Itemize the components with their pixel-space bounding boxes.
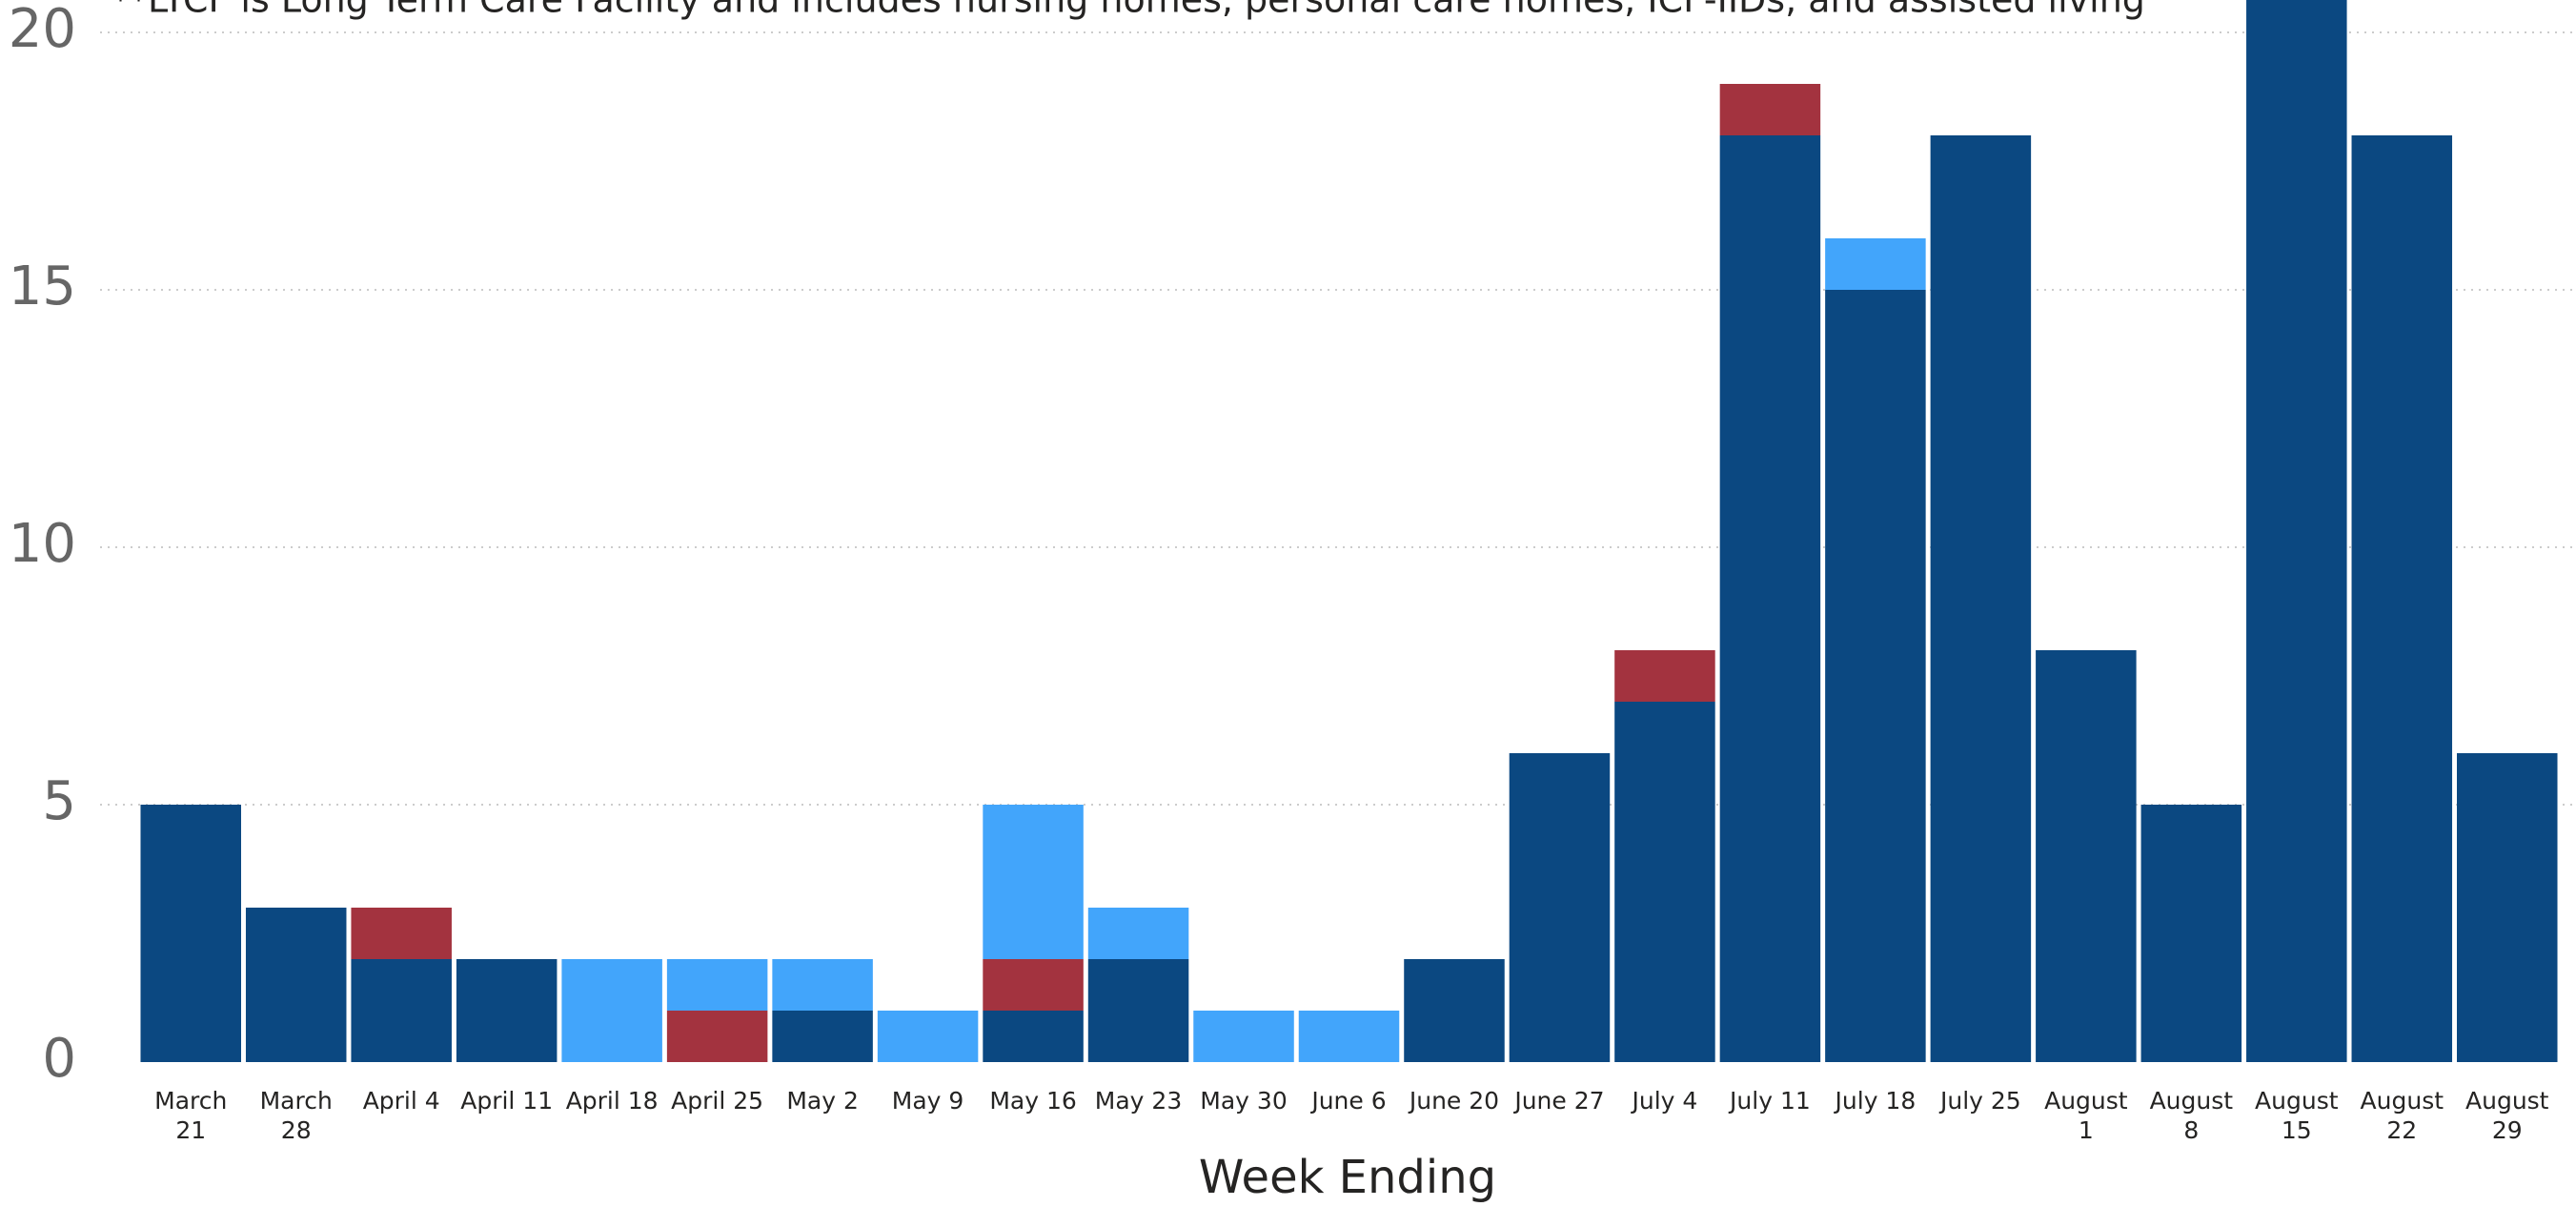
bar-segment [245,908,347,1062]
bar-segment [1087,959,1189,1062]
bar-segment [983,1011,1084,1062]
bar-segment [1825,290,1926,1062]
bar-segment [2140,805,2242,1062]
bar-segment [1404,959,1505,1062]
y-tick-label: 20 [9,0,76,60]
x-tick-label: July 11 [1730,1087,1811,1115]
bar-segment [2036,650,2137,1062]
bar-segment [1509,753,1611,1062]
x-tick-label: August 1 [2044,1087,2128,1144]
x-tick-label: May 16 [989,1087,1077,1115]
x-tick-label: April 4 [362,1087,440,1115]
x-tick-label: June 6 [1311,1087,1387,1115]
bar-segment [2351,135,2453,1062]
x-tick-label: March 28 [259,1087,333,1144]
y-tick-label: 10 [9,513,76,575]
bar-segment [666,959,768,1011]
x-tick-label: June 27 [1514,1087,1605,1115]
x-tick-label: April 11 [460,1087,554,1115]
bar-segment [561,959,662,1062]
x-tick-label: March 21 [154,1087,228,1144]
bar-segment [772,1011,873,1062]
x-tick-label: August 15 [2255,1087,2339,1144]
x-tick-label: July 25 [1940,1087,2021,1115]
annotation: **LTCF is Long Term Care Facility and in… [112,0,2145,21]
x-tick-label: May 9 [891,1087,964,1115]
bar-segment [1719,84,1821,135]
x-tick-label: May 30 [1200,1087,1288,1115]
bar-segment [1087,908,1189,959]
x-tick-label: June 20 [1409,1087,1500,1115]
x-tick-label: April 25 [671,1087,764,1115]
bar-segment [1930,135,2032,1062]
x-tick-label: July 4 [1632,1087,1698,1115]
x-tick-label: August 22 [2360,1087,2444,1144]
bar-segment [456,959,558,1062]
x-tick-label: May 23 [1094,1087,1183,1115]
y-tick-label: 15 [9,256,76,317]
x-axis-title: Week Ending [1199,1151,1496,1204]
bar-segment [1298,1011,1400,1062]
bar-segment [1193,1011,1294,1062]
x-tick-label: May 2 [786,1087,859,1115]
bar-segment [351,959,452,1062]
y-tick-label: 0 [42,1028,76,1090]
x-tick-label: August 29 [2465,1087,2549,1144]
bar-segment [2246,0,2347,1062]
bar-segment [772,959,873,1011]
bar-segment [1719,135,1821,1062]
bar-segment [877,1011,979,1062]
bar-segment [1825,238,1926,290]
x-tick-label: August 8 [2149,1087,2234,1144]
x-tick-label: July 18 [1835,1087,1917,1115]
bar-segment [2457,753,2558,1062]
y-tick-label: 5 [42,770,76,832]
bar-segment [1614,650,1715,702]
x-tick-label: April 18 [565,1087,659,1115]
bar-segment [1614,702,1715,1062]
bar-segment [351,908,452,959]
bar-segment [140,805,241,1062]
bar-segment [666,1011,768,1062]
bar-segment [983,805,1084,959]
bar-segment [983,959,1084,1011]
